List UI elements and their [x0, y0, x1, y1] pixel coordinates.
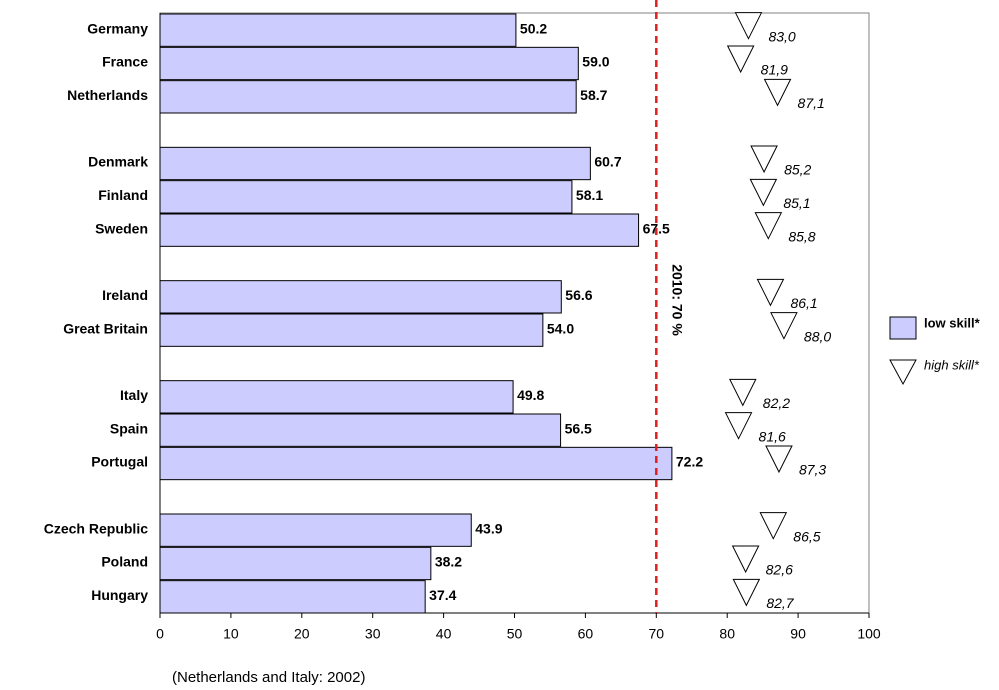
y-tick-label: Spain [110, 420, 148, 436]
x-tick-label: 80 [719, 626, 735, 642]
value-label: 81,6 [759, 428, 786, 444]
value-label: 82,2 [763, 395, 790, 411]
value-label: 60.7 [594, 154, 621, 170]
legend-label: low skill* [924, 315, 981, 330]
reference-label: 2010: 70 % [670, 264, 686, 336]
value-label: 43.9 [475, 520, 502, 536]
x-tick-label: 60 [578, 626, 594, 642]
x-tick-label: 100 [857, 626, 881, 642]
y-tick-label: Denmark [88, 154, 148, 170]
high-skill-marker [765, 445, 793, 474]
x-tick-label: 40 [436, 626, 452, 642]
y-tick-label: Netherlands [67, 87, 148, 103]
y-tick-label: France [102, 54, 148, 70]
x-tick-label: 90 [790, 626, 806, 642]
x-tick-label: 50 [507, 626, 523, 642]
high-skill-marker [728, 378, 757, 407]
value-label: 87,3 [799, 462, 826, 478]
y-tick-label: Italy [120, 387, 148, 403]
bar [159, 446, 673, 481]
high-skill-marker [732, 578, 761, 607]
bar [159, 213, 640, 247]
high-skill-marker [754, 212, 783, 240]
high-skill-marker [731, 545, 760, 574]
value-label: 49.8 [517, 387, 544, 403]
y-tick-label: Great Britain [63, 320, 148, 336]
y-tick-label: Ireland [102, 287, 148, 303]
value-label: 85,1 [783, 195, 810, 211]
x-tick-label: 70 [649, 626, 665, 642]
value-label: 50.2 [520, 20, 547, 36]
x-tick-label: 10 [223, 626, 239, 642]
y-tick-label: Portugal [91, 454, 148, 470]
chart-note: (Netherlands and Italy: 2002) [172, 669, 365, 686]
bar [159, 313, 544, 347]
high-skill-marker [750, 145, 778, 174]
bar [159, 380, 514, 414]
legend-label: high skill* [924, 357, 980, 372]
high-skill-marker [763, 78, 792, 107]
value-label: 72.2 [676, 454, 703, 470]
high-skill-marker [726, 45, 755, 74]
y-tick-label: Finland [98, 187, 148, 203]
bar [159, 80, 577, 114]
value-label: 56.5 [565, 420, 592, 436]
value-label: 81,9 [761, 62, 788, 78]
value-label: 85,8 [788, 228, 815, 244]
bar [159, 180, 573, 214]
bar [159, 13, 517, 47]
bar [159, 580, 426, 614]
value-label: 54.0 [547, 320, 574, 336]
value-label: 58.1 [576, 187, 603, 203]
bar [159, 280, 562, 314]
value-label: 58.7 [580, 87, 607, 103]
value-label: 87,1 [798, 95, 825, 111]
bar [159, 413, 562, 447]
y-tick-label: Hungary [91, 587, 148, 603]
x-tick-label: 0 [156, 626, 164, 642]
bar [159, 513, 472, 547]
y-tick-label: Germany [87, 20, 148, 36]
value-label: 88,0 [804, 328, 831, 344]
value-label: 37.4 [429, 587, 456, 603]
high-skill-marker [759, 512, 788, 540]
x-tick-label: 20 [294, 626, 310, 642]
high-skill-marker [770, 312, 798, 340]
legend-marker [889, 359, 917, 386]
value-label: 86,5 [793, 528, 820, 544]
y-tick-label: Czech Republic [44, 520, 148, 536]
value-label: 85,2 [784, 162, 811, 178]
bar [159, 146, 591, 181]
value-label: 82,6 [766, 562, 793, 578]
y-tick-label: Poland [101, 554, 148, 570]
value-label: 83,0 [768, 28, 795, 44]
legend-swatch [889, 316, 917, 340]
value-label: 82,7 [766, 595, 794, 611]
value-label: 59.0 [582, 54, 609, 70]
high-skill-marker [724, 412, 753, 440]
high-skill-marker [734, 12, 763, 40]
value-label: 56.6 [565, 287, 592, 303]
bar [159, 546, 432, 581]
value-label: 86,1 [790, 295, 817, 311]
bar [159, 46, 579, 81]
x-tick-label: 30 [365, 626, 381, 642]
value-label: 38.2 [435, 554, 462, 570]
y-tick-label: Sweden [95, 220, 148, 236]
high-skill-marker [756, 278, 785, 307]
high-skill-marker [749, 178, 778, 207]
